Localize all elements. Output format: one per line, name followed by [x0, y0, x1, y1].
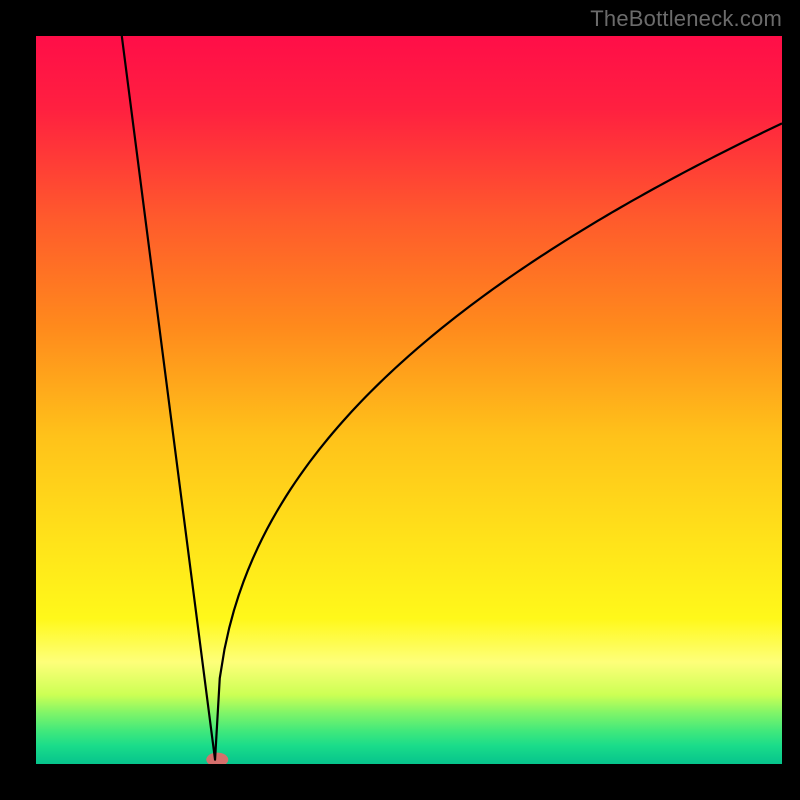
plot-svg	[36, 36, 782, 764]
watermark-text: TheBottleneck.com	[590, 6, 782, 32]
plot-area	[36, 36, 782, 764]
plot-background	[36, 36, 782, 764]
